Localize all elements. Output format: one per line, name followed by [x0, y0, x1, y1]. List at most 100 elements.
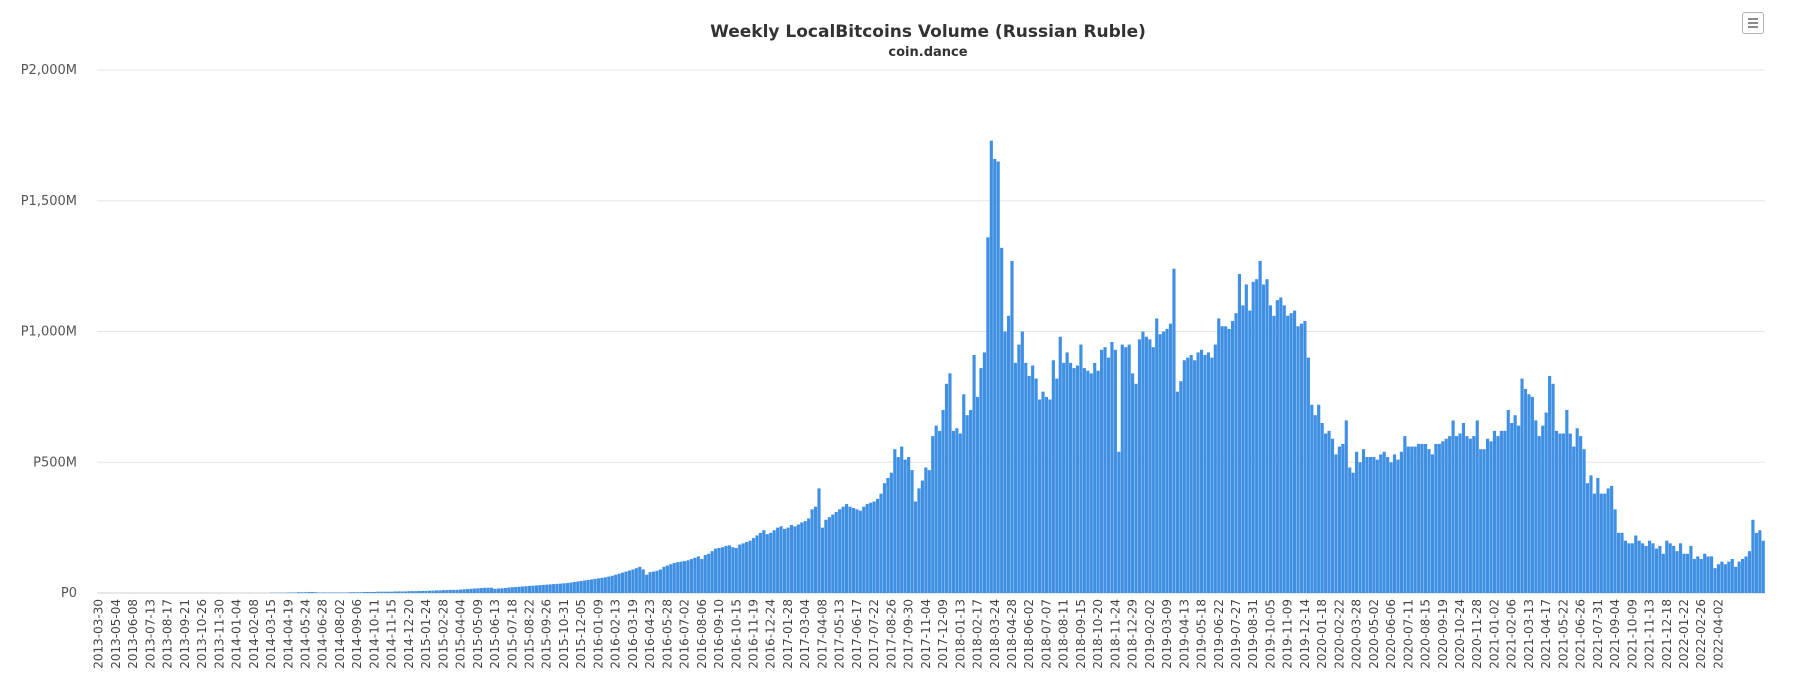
bar[interactable]: [1396, 459, 1400, 593]
bar[interactable]: [379, 591, 383, 593]
bar[interactable]: [510, 587, 514, 593]
bar[interactable]: [369, 591, 373, 593]
bar[interactable]: [1296, 326, 1300, 593]
bar[interactable]: [1517, 425, 1521, 593]
bar[interactable]: [1413, 446, 1417, 593]
bar[interactable]: [724, 545, 728, 593]
bar[interactable]: [1692, 559, 1696, 593]
bar[interactable]: [1144, 336, 1148, 593]
bar[interactable]: [521, 586, 525, 593]
bar[interactable]: [1561, 433, 1565, 593]
bar[interactable]: [1417, 443, 1421, 593]
bar[interactable]: [386, 591, 390, 593]
bar[interactable]: [1375, 459, 1379, 593]
bar[interactable]: [1096, 370, 1100, 593]
bar[interactable]: [727, 545, 731, 593]
bar[interactable]: [455, 589, 459, 593]
bar[interactable]: [1492, 430, 1497, 593]
bar[interactable]: [1141, 331, 1145, 594]
bar[interactable]: [338, 592, 342, 593]
bar[interactable]: [527, 585, 532, 593]
bar[interactable]: [1610, 485, 1614, 593]
bar[interactable]: [1175, 391, 1179, 593]
bar[interactable]: [1630, 543, 1634, 593]
bar[interactable]: [427, 590, 432, 593]
bar[interactable]: [786, 527, 790, 594]
bar[interactable]: [310, 591, 314, 593]
bar[interactable]: [869, 502, 873, 593]
bar[interactable]: [1734, 566, 1738, 593]
bar[interactable]: [1027, 375, 1031, 593]
bar[interactable]: [555, 583, 559, 593]
bar[interactable]: [944, 383, 949, 593]
bar[interactable]: [848, 506, 852, 593]
bar[interactable]: [531, 585, 535, 593]
bar[interactable]: [1596, 477, 1600, 593]
bar[interactable]: [1013, 362, 1018, 593]
bar[interactable]: [1544, 412, 1548, 593]
bar[interactable]: [683, 561, 687, 593]
bar[interactable]: [1034, 378, 1038, 593]
bar[interactable]: [1592, 493, 1596, 593]
bar[interactable]: [562, 583, 566, 593]
bar[interactable]: [793, 526, 797, 593]
bar[interactable]: [514, 586, 518, 593]
bar[interactable]: [1199, 349, 1204, 593]
bar[interactable]: [807, 518, 811, 593]
bar[interactable]: [459, 589, 463, 593]
bar[interactable]: [1113, 349, 1117, 593]
bar[interactable]: [328, 592, 332, 593]
bar[interactable]: [1627, 543, 1631, 593]
bar[interactable]: [414, 591, 418, 593]
bar[interactable]: [490, 587, 494, 593]
bar[interactable]: [876, 498, 880, 593]
bar[interactable]: [331, 592, 335, 593]
bar[interactable]: [1210, 357, 1214, 593]
bar[interactable]: [1289, 313, 1293, 593]
bar[interactable]: [707, 553, 711, 593]
bar[interactable]: [293, 592, 297, 593]
bar[interactable]: [1472, 436, 1476, 593]
bar[interactable]: [893, 449, 897, 593]
bar[interactable]: [383, 591, 387, 593]
bar[interactable]: [496, 588, 501, 593]
bar[interactable]: [476, 588, 480, 593]
bar[interactable]: [1434, 443, 1438, 593]
bar[interactable]: [1537, 436, 1541, 593]
bar[interactable]: [589, 579, 594, 593]
bar[interactable]: [324, 592, 328, 593]
bar[interactable]: [838, 509, 842, 593]
bar[interactable]: [1444, 438, 1448, 593]
bar[interactable]: [290, 592, 294, 593]
bar[interactable]: [686, 560, 690, 593]
bar[interactable]: [717, 548, 721, 593]
bar[interactable]: [769, 532, 773, 593]
bar[interactable]: [1727, 561, 1731, 593]
bar[interactable]: [1155, 318, 1159, 593]
bar[interactable]: [634, 568, 638, 593]
bar[interactable]: [1589, 475, 1593, 593]
bar[interactable]: [472, 588, 476, 593]
bar[interactable]: [583, 580, 587, 593]
bar[interactable]: [445, 590, 449, 593]
bar[interactable]: [1365, 457, 1369, 593]
bar[interactable]: [407, 591, 411, 593]
bar[interactable]: [1716, 564, 1721, 593]
bar[interactable]: [1386, 457, 1390, 593]
bar[interactable]: [1213, 344, 1217, 593]
bar[interactable]: [1058, 336, 1062, 593]
bar[interactable]: [1355, 451, 1359, 593]
bar[interactable]: [1675, 551, 1679, 593]
bar[interactable]: [1548, 375, 1552, 593]
bar[interactable]: [1579, 436, 1583, 593]
bar[interactable]: [1527, 394, 1531, 593]
bar[interactable]: [417, 590, 421, 593]
bar[interactable]: [900, 446, 904, 593]
bar[interactable]: [1162, 331, 1166, 594]
bar[interactable]: [610, 575, 614, 593]
bar[interactable]: [1665, 540, 1669, 593]
bar[interactable]: [734, 548, 738, 593]
bar[interactable]: [486, 587, 490, 593]
bar[interactable]: [1651, 543, 1655, 593]
bar[interactable]: [1482, 449, 1486, 593]
